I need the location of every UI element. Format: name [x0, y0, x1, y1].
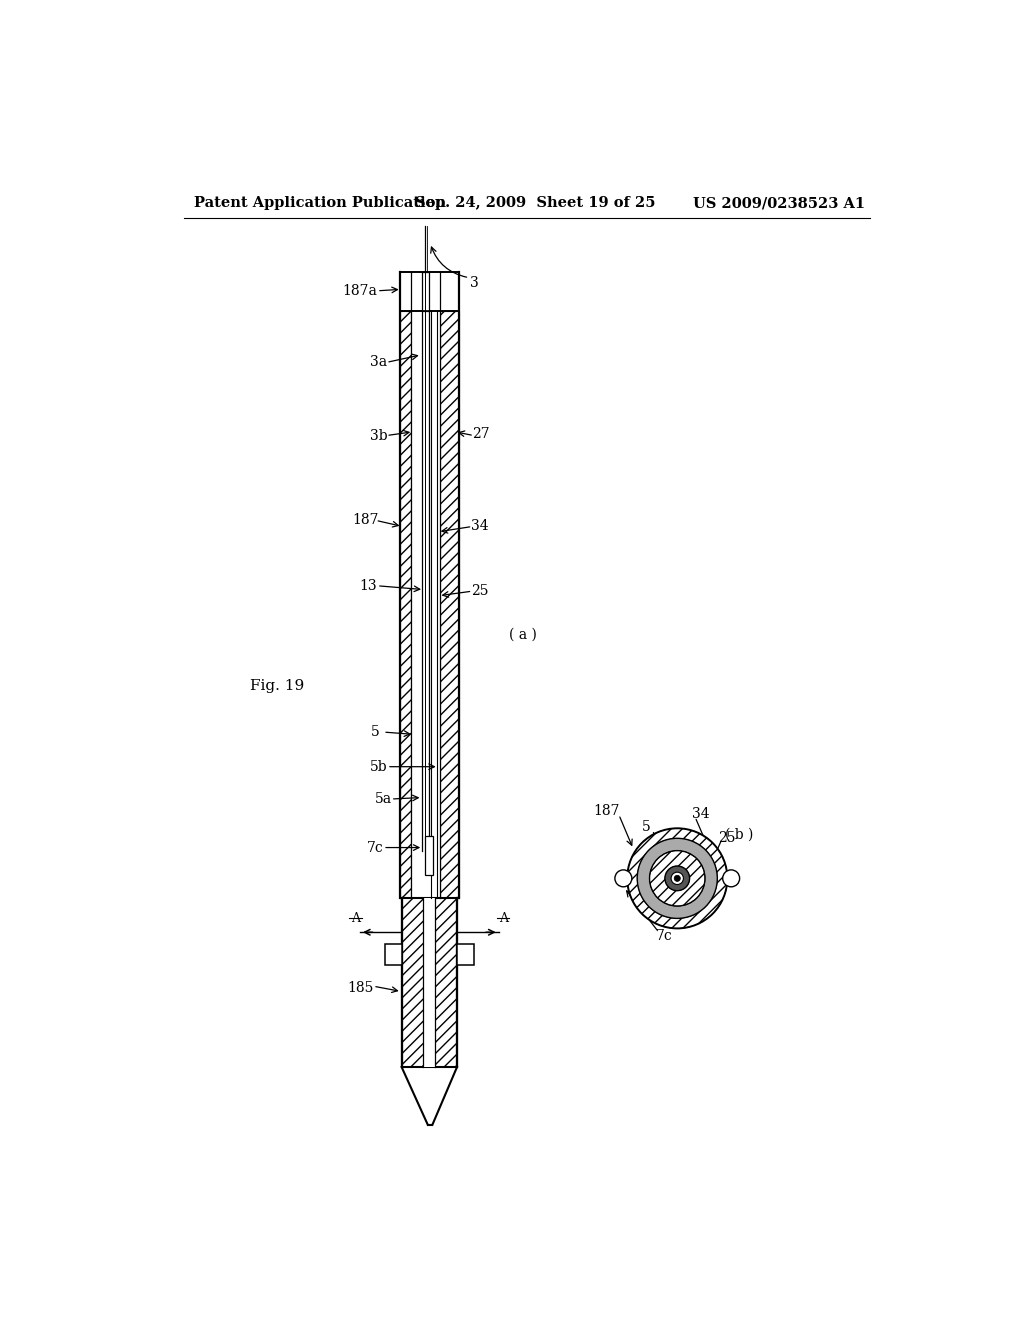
Text: 25: 25	[719, 830, 736, 845]
Bar	[423, 898, 435, 1067]
Circle shape	[614, 870, 632, 887]
Text: 27: 27	[669, 904, 686, 919]
Text: Sep. 24, 2009  Sheet 19 of 25: Sep. 24, 2009 Sheet 19 of 25	[416, 197, 656, 210]
Bar	[440, 312, 459, 898]
Text: 13: 13	[358, 578, 377, 593]
Bar	[401, 898, 457, 1067]
Text: A: A	[351, 912, 359, 924]
Text: Fig. 19: Fig. 19	[250, 678, 304, 693]
Text: 3b: 3b	[370, 429, 387, 442]
Bar	[385, 944, 401, 965]
Bar	[422, 272, 429, 312]
Circle shape	[671, 873, 683, 884]
Text: 7c: 7c	[367, 841, 384, 854]
Bar	[400, 312, 411, 898]
Text: 5b: 5b	[370, 760, 387, 774]
Circle shape	[665, 866, 689, 891]
Text: ( b ): ( b )	[725, 828, 753, 841]
Text: 187: 187	[352, 513, 379, 527]
Circle shape	[649, 850, 705, 906]
Text: 3a: 3a	[370, 355, 387, 370]
Text: 34: 34	[471, 520, 488, 533]
Text: 7c: 7c	[655, 929, 673, 942]
Text: 34: 34	[691, 808, 710, 821]
Text: 5a: 5a	[375, 792, 392, 807]
Circle shape	[637, 838, 717, 919]
Text: 3: 3	[470, 276, 478, 290]
Text: 25: 25	[471, 585, 488, 598]
Circle shape	[628, 829, 727, 928]
Text: A: A	[499, 912, 508, 924]
Circle shape	[723, 870, 739, 887]
Text: 187: 187	[593, 804, 620, 818]
Text: 5: 5	[642, 820, 651, 834]
Bar	[457, 944, 474, 965]
Text: 27: 27	[472, 428, 489, 441]
Text: Patent Application Publication: Patent Application Publication	[195, 197, 446, 210]
Bar	[400, 272, 459, 312]
Text: US 2009/0238523 A1: US 2009/0238523 A1	[692, 197, 865, 210]
Bar	[411, 312, 440, 898]
Text: ( a ): ( a )	[509, 627, 538, 642]
Text: 187a: 187a	[343, 284, 378, 298]
Bar	[425, 836, 433, 875]
Circle shape	[674, 875, 680, 882]
Text: 5: 5	[371, 725, 380, 739]
Text: 185: 185	[347, 982, 373, 995]
